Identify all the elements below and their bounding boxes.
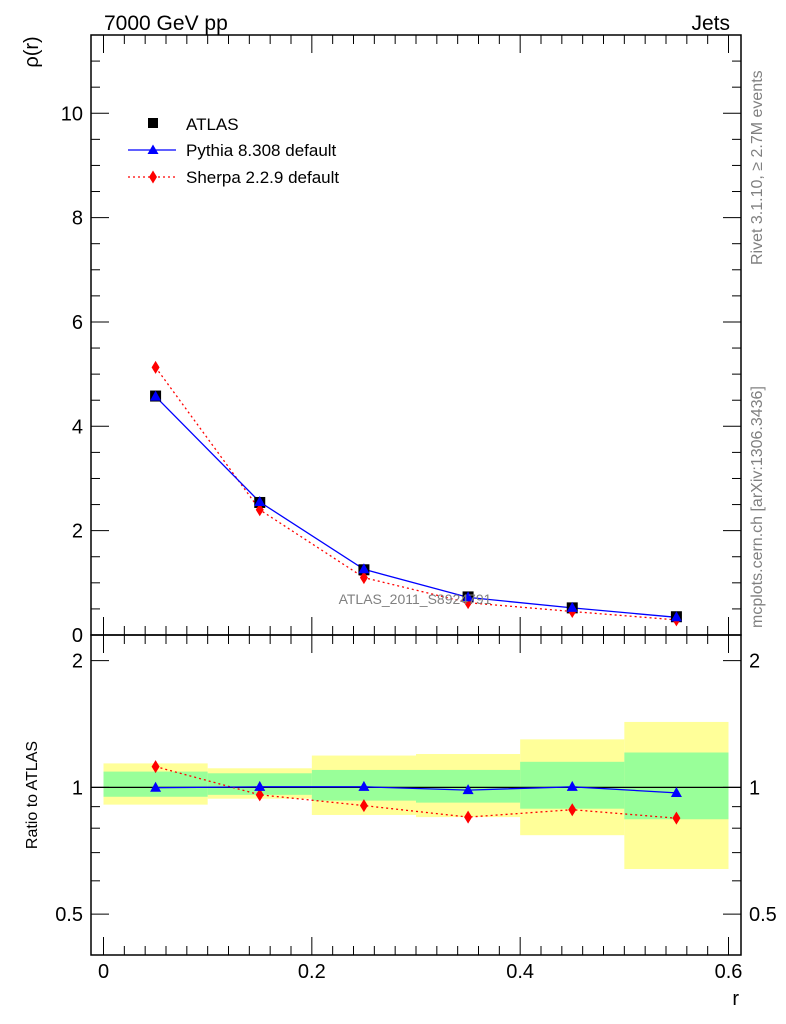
ratio-y-axis-label: Ratio to ATLAS <box>24 741 41 849</box>
x-tick-label: 0.2 <box>298 961 326 983</box>
pythia-point <box>566 601 578 612</box>
x-tick-label: 0 <box>98 961 109 983</box>
ratio-plot: 0.5 0.5 1 1 2 2 0 0.2 0.4 0.6 Ratio to ATLAS r <box>24 634 777 1010</box>
sherpa-ratio-point <box>464 810 473 824</box>
ratio-y-tick-label-right: 1 <box>749 777 760 799</box>
sherpa-ratio-point <box>359 799 368 813</box>
pythia-ratio-point <box>358 780 370 791</box>
x-tick-label: 0.6 <box>715 961 743 983</box>
pythia-point <box>462 591 474 602</box>
pythia-point <box>670 611 682 622</box>
sherpa-point <box>359 571 368 585</box>
ratio-y-tick-label-right: 2 <box>749 651 760 673</box>
pythia-point <box>150 390 162 401</box>
pythia-point <box>358 563 370 574</box>
main-y-tick-label: 2 <box>72 521 83 543</box>
ratio-y-tick-label-right: 0.5 <box>749 904 777 926</box>
legend-label-pythia: Pythia 8.308 default <box>186 141 337 160</box>
process-label: Jets <box>691 12 730 35</box>
legend-marker-sherpa <box>149 170 157 184</box>
pythia-ratio-point <box>150 781 162 792</box>
pythia-ratio-point <box>462 784 474 795</box>
legend: ATLAS Pythia 8.308 default Sherpa 2.2.9 … <box>128 115 339 187</box>
uncertainty-band-inner <box>624 752 729 820</box>
pythia-ratio-point <box>254 780 266 791</box>
legend-marker-atlas <box>148 118 158 128</box>
pythia-ratio-point <box>566 780 578 791</box>
sherpa-ratio-point <box>568 803 577 817</box>
main-y-tick-label: 0 <box>72 625 83 647</box>
sherpa-ratio-point <box>255 788 264 802</box>
watermark: ATLAS_2011_S8924791 <box>339 591 492 607</box>
ratio-y-tick-label: 1 <box>72 777 83 799</box>
pythia-ratio-point <box>670 786 682 797</box>
rivet-label: Rivet 3.1.10, ≥ 2.7M events <box>749 70 766 265</box>
energy-label: 7000 GeV pp <box>104 12 228 35</box>
legend-label-atlas: ATLAS <box>186 115 239 134</box>
sherpa-point <box>151 360 160 374</box>
sherpa-ratio-line <box>155 765 677 819</box>
pythia-point <box>254 495 266 506</box>
main-y-tick-label: 10 <box>61 103 83 125</box>
sherpa-line <box>155 366 677 621</box>
main-y-tick-label: 6 <box>72 312 83 334</box>
legend-marker-pythia <box>147 144 159 154</box>
main-plot: 0 2 4 6 8 10 ρ(r) ATLAS_2011_S8924791 ATLAS P… <box>21 34 742 647</box>
sherpa-ratio-point <box>151 760 160 774</box>
x-axis-label: r <box>732 988 739 1010</box>
pythia-ratio-line <box>155 786 677 794</box>
x-tick-label: 0.4 <box>506 961 534 983</box>
main-y-tick-label: 8 <box>72 208 83 230</box>
legend-label-sherpa: Sherpa 2.2.9 default <box>186 168 339 187</box>
sherpa-point <box>255 503 264 517</box>
main-y-tick-label: 4 <box>72 416 83 438</box>
ratio-y-tick-label: 2 <box>72 651 83 673</box>
mcplots-label: mcplots.cern.ch [arXiv:1306.3436] <box>749 386 766 628</box>
ratio-y-tick-label: 0.5 <box>55 904 83 926</box>
main-y-axis-label: ρ(r) <box>21 36 43 67</box>
pythia-line <box>155 396 677 618</box>
sherpa-ratio-point <box>672 811 681 825</box>
